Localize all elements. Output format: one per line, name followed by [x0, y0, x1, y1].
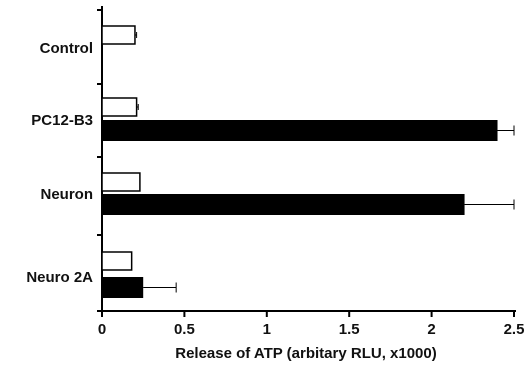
plot-area: 0 0.5 1 1.5 2 2.5 Control PC12-B3 Neuron Neuro 2A [26, 6, 524, 338]
bar-solid [102, 194, 465, 215]
bar-solid [102, 120, 498, 141]
x-tick-label: 1.5 [339, 321, 360, 338]
category-label: Neuro 2A [26, 269, 93, 286]
bar-open [101, 25, 136, 45]
category-label: Neuron [41, 186, 94, 203]
x-tick-label: 0 [98, 321, 106, 338]
bar-solid [102, 277, 144, 298]
x-axis-title: Release of ATP (arbitary RLU, x1000) [175, 345, 437, 362]
x-tick-label: 0.5 [174, 321, 195, 338]
bar-open [101, 251, 133, 271]
x-tick-label: 2.5 [504, 321, 525, 338]
x-tick-label: 2 [427, 321, 435, 338]
bar-open [101, 172, 141, 192]
category-label: Control [40, 40, 93, 57]
bar-open [101, 97, 138, 117]
x-tick-label: 1 [263, 321, 271, 338]
category-label: PC12-B3 [31, 112, 93, 129]
